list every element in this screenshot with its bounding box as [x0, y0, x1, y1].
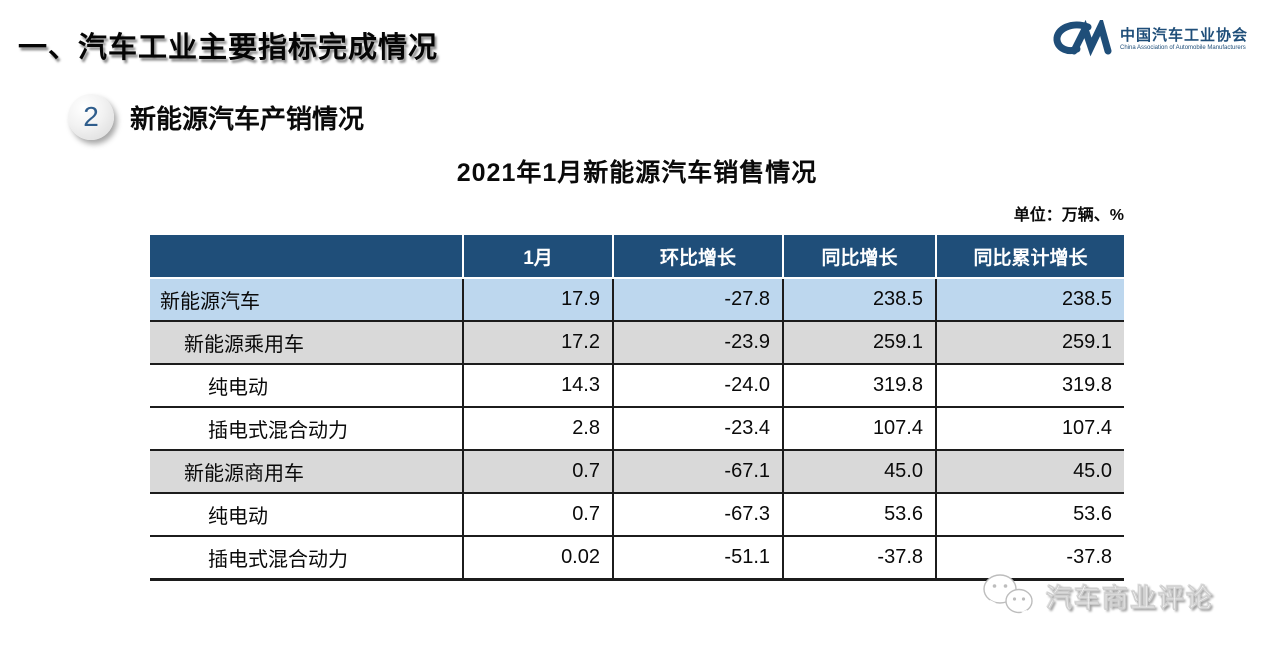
table-header-row: 1月 环比增长 同比增长 同比累计增长 [150, 235, 1124, 279]
logo-org-name-en: China Association of Automobile Manufact… [1119, 44, 1246, 51]
row-label: 新能源商用车 [150, 449, 463, 493]
row-value: 14.3 [462, 363, 613, 407]
watermark-text: 汽车商业评论 [1046, 582, 1215, 613]
caam-logo-icon [1053, 20, 1112, 57]
table-body: 新能源汽车 17.9 -27.8 238.5 238.5 新能源乘用车 17.2 -23.9 2… [150, 277, 1124, 581]
row-value: -67.3 [612, 492, 783, 536]
table-row: 新能源商用车 0.7 -67.1 45.0 45.0 [150, 449, 1124, 493]
row-value: 238.5 [782, 277, 936, 321]
row-value: -23.9 [612, 320, 783, 364]
row-value: 259.1 [782, 320, 936, 364]
row-value: -27.8 [612, 277, 783, 321]
table-row: 新能源乘用车 17.2 -23.9 259.1 259.1 [150, 320, 1124, 364]
row-value: 17.2 [462, 320, 613, 364]
table-row: 插电式混合动力 0.02 -51.1 -37.8 -37.8 [150, 535, 1124, 581]
table-row: 新能源汽车 17.9 -27.8 238.5 238.5 [150, 277, 1124, 321]
row-value: 2.8 [462, 406, 613, 450]
table-title: 2021年1月新能源汽车销售情况 [456, 159, 818, 187]
table-row: 纯电动 14.3 -24.0 319.8 319.8 [150, 363, 1124, 407]
row-value: -37.8 [935, 535, 1124, 581]
row-value: -24.0 [612, 363, 783, 407]
row-value: -23.4 [612, 406, 783, 450]
row-value: 0.7 [462, 449, 613, 493]
row-label: 纯电动 [150, 492, 463, 536]
row-label: 插电式混合动力 [150, 535, 463, 581]
row-value: -37.8 [782, 535, 936, 581]
row-value: 107.4 [782, 406, 936, 450]
column-header: 1月 [462, 235, 613, 279]
row-label: 新能源乘用车 [150, 320, 463, 364]
row-label: 插电式混合动力 [150, 406, 463, 450]
column-header: 同比增长 [782, 235, 936, 279]
column-header [150, 235, 463, 279]
row-value: -51.1 [612, 535, 783, 581]
row-value: 53.6 [935, 492, 1124, 536]
table-row: 插电式混合动力 2.8 -23.4 107.4 107.4 [150, 406, 1124, 450]
page-title: 一、汽车工业主要指标完成情况 [18, 32, 439, 64]
column-header: 同比累计增长 [935, 235, 1124, 279]
row-value: 0.7 [462, 492, 613, 536]
row-value: 17.9 [462, 277, 613, 321]
column-header: 环比增长 [612, 235, 783, 279]
row-value: -67.1 [612, 449, 783, 493]
unit-note: 单位：万辆、% [1013, 207, 1124, 224]
row-value: 0.02 [462, 535, 613, 581]
section-title: 新能源汽车产销情况 [130, 103, 365, 134]
logo-org-name-cn: 中国汽车工业协会 [1119, 27, 1248, 45]
row-value: 319.8 [782, 363, 936, 407]
nev-sales-table: 1月 环比增长 同比增长 同比累计增长 新能源汽车 17.9 -27.8 238.5 238.… [150, 235, 1124, 581]
table-row: 纯电动 0.7 -67.3 53.6 53.6 [150, 492, 1124, 536]
row-value: 45.0 [782, 449, 936, 493]
caam-logo: 中国汽车工业协会 China Association of Automobile… [1050, 20, 1248, 60]
row-value: 259.1 [935, 320, 1124, 364]
row-value: 319.8 [935, 363, 1124, 407]
section-header: 2 新能源汽车产销情况 [68, 94, 364, 140]
row-label: 新能源汽车 [150, 277, 463, 321]
row-value: 238.5 [935, 277, 1124, 321]
section-number-badge: 2 [68, 94, 114, 140]
row-value: 45.0 [935, 449, 1124, 493]
nev-sales-table-wrap: 1月 环比增长 同比增长 同比累计增长 新能源汽车 17.9 -27.8 238.5 238.… [150, 235, 1124, 581]
row-value: 107.4 [935, 406, 1124, 450]
row-value: 53.6 [782, 492, 936, 536]
row-label: 纯电动 [150, 363, 463, 407]
